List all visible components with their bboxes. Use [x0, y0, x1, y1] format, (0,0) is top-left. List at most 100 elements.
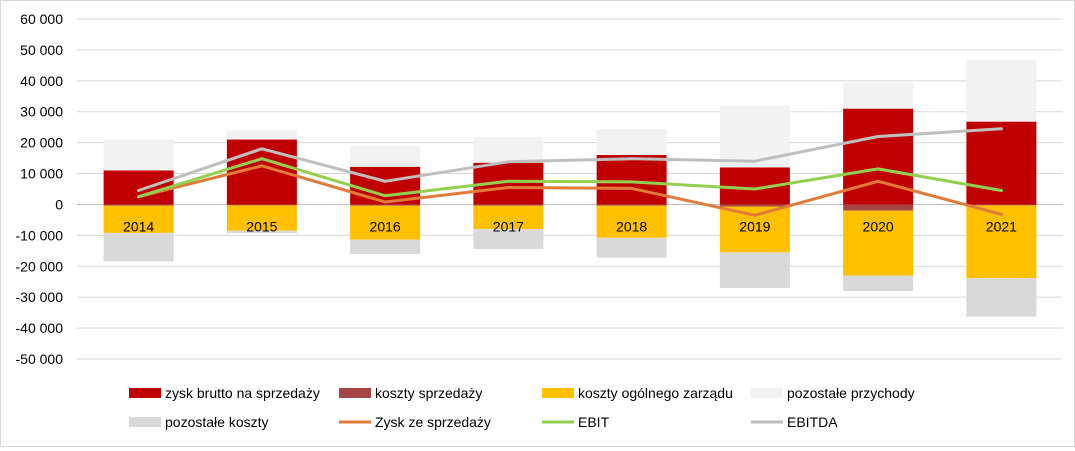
bar-pozostałe-przychody-2016	[350, 145, 421, 167]
bar-pozostałe-koszty-2015	[226, 230, 297, 234]
legend-label: Zysk ze sprzedaży	[375, 414, 491, 430]
y-tick-label: 10 000	[20, 166, 63, 182]
y-tick-label: -20 000	[16, 258, 64, 274]
bar-pozostałe-koszty-2017	[473, 229, 544, 249]
line-point	[753, 213, 757, 217]
legend-label: koszty ogólnego zarządu	[578, 385, 733, 401]
line-Zysk-ze-sprzedaży	[137, 164, 1003, 217]
y-axis-ticks: 60 000 50 000 40 000 30 000 20 000 10 000 0 -10…	[16, 11, 64, 367]
bar-pozostałe-przychody-2019	[719, 105, 790, 168]
y-tick-label: 30 000	[20, 104, 63, 120]
legend-label: EBIT	[578, 414, 610, 430]
bar-koszty-sprzedaży-2018	[596, 204, 667, 206]
bar-koszty-ogólnego-zarządu-2015	[226, 205, 297, 231]
line-point	[506, 160, 510, 164]
y-tick-label: 20 000	[20, 135, 63, 151]
line-point	[137, 195, 141, 199]
legend-swatch	[129, 388, 161, 398]
line-point	[630, 186, 634, 190]
line-point	[753, 159, 757, 163]
line-point	[383, 179, 387, 183]
bar-koszty-ogólnego-zarządu-2021	[966, 205, 1037, 279]
y-tick-label: 60 000	[20, 11, 63, 27]
legend-label: pozostałe przychody	[787, 385, 915, 401]
bar-pozostałe-przychody-2017	[473, 137, 544, 163]
bar-koszty-ogólnego-zarządu-2017	[473, 205, 544, 230]
legend-label: zysk brutto na sprzedaży	[165, 385, 320, 401]
bar-pozostałe-przychody-2015	[226, 130, 297, 140]
bar-pozostałe-koszty-2014	[103, 232, 174, 262]
bar-pozostałe-przychody-2018	[596, 129, 667, 155]
line-point	[999, 127, 1003, 131]
category-label: 2017	[493, 218, 524, 234]
category-label: 2016	[370, 218, 401, 234]
line-point	[999, 189, 1003, 193]
category-label: 2021	[986, 218, 1017, 234]
category-label: 2018	[616, 218, 647, 234]
bar-koszty-ogólnego-zarządu-2016	[350, 205, 421, 240]
bar-pozostałe-koszty-2018	[596, 237, 667, 258]
bar-koszty-sprzedaży-2019	[719, 204, 790, 207]
line-point	[876, 167, 880, 171]
y-tick-label: -50 000	[16, 351, 64, 367]
bar-koszty-sprzedaży-2017	[473, 204, 544, 206]
bar-koszty-sprzedaży-2016	[350, 204, 421, 206]
category-label: 2019	[739, 218, 770, 234]
legend-swatch	[751, 388, 783, 398]
line-point	[506, 185, 510, 189]
line-point	[630, 180, 634, 184]
legend-label: koszty sprzedaży	[375, 385, 482, 401]
bar-pozostałe-przychody-2020	[843, 82, 914, 109]
legend-label: EBITDA	[787, 414, 838, 430]
y-tick-label: 40 000	[20, 73, 63, 89]
bar-zysk-brutto-na-sprzedaży-2020	[843, 108, 914, 205]
line-EBIT	[137, 157, 1003, 199]
line-point	[260, 147, 264, 151]
y-tick-label: -10 000	[16, 227, 64, 243]
bar-koszty-ogólnego-zarządu-2020	[843, 210, 914, 276]
line-point	[383, 200, 387, 204]
line-point	[260, 157, 264, 161]
bar-pozostałe-koszty-2019	[719, 252, 790, 288]
y-tick-label: 0	[55, 196, 63, 212]
bar-koszty-sprzedaży-2015	[226, 204, 297, 206]
category-label: 2014	[123, 218, 154, 234]
line-point	[260, 164, 264, 168]
bar-koszty-sprzedaży-2014	[103, 204, 174, 206]
bar-koszty-sprzedaży-2020	[843, 204, 914, 211]
y-tick-label: -40 000	[16, 320, 64, 336]
category-label: 2020	[863, 218, 894, 234]
bar-koszty-sprzedaży-2021	[966, 204, 1037, 206]
line-point	[753, 187, 757, 191]
legend: zysk brutto na sprzedaży koszty sprzedaży…	[129, 385, 915, 430]
lines-layer	[137, 127, 1003, 217]
line-point	[383, 194, 387, 198]
bar-pozostałe-koszty-2016	[350, 239, 421, 254]
bar-pozostałe-koszty-2021	[966, 278, 1037, 317]
bar-pozostałe-przychody-2014	[103, 139, 174, 171]
legend-swatch	[542, 388, 574, 398]
bar-zysk-brutto-na-sprzedaży-2014	[103, 170, 174, 205]
line-EBITDA	[137, 127, 1003, 192]
bar-koszty-ogólnego-zarządu-2018	[596, 205, 667, 238]
line-point	[506, 179, 510, 183]
bar-pozostałe-koszty-2020	[843, 275, 914, 291]
bar-zysk-brutto-na-sprzedaży-2018	[596, 155, 667, 205]
line-point	[630, 157, 634, 161]
legend-swatch	[339, 388, 371, 398]
line-point	[876, 134, 880, 138]
line-point	[876, 179, 880, 183]
bar-koszty-ogólnego-zarządu-2014	[103, 205, 174, 233]
category-labels: 2014 2015 2016 2017 2018 2019 2020 2021	[123, 218, 1017, 234]
y-tick-label: -30 000	[16, 289, 64, 305]
bars-layer	[103, 59, 1037, 317]
line-point	[999, 212, 1003, 216]
bar-pozostałe-przychody-2021	[966, 59, 1037, 122]
legend-label: pozostałe koszty	[165, 414, 269, 430]
category-label: 2015	[246, 218, 277, 234]
y-tick-label: 50 000	[20, 42, 63, 58]
line-point	[137, 189, 141, 193]
legend-swatch	[129, 417, 161, 427]
